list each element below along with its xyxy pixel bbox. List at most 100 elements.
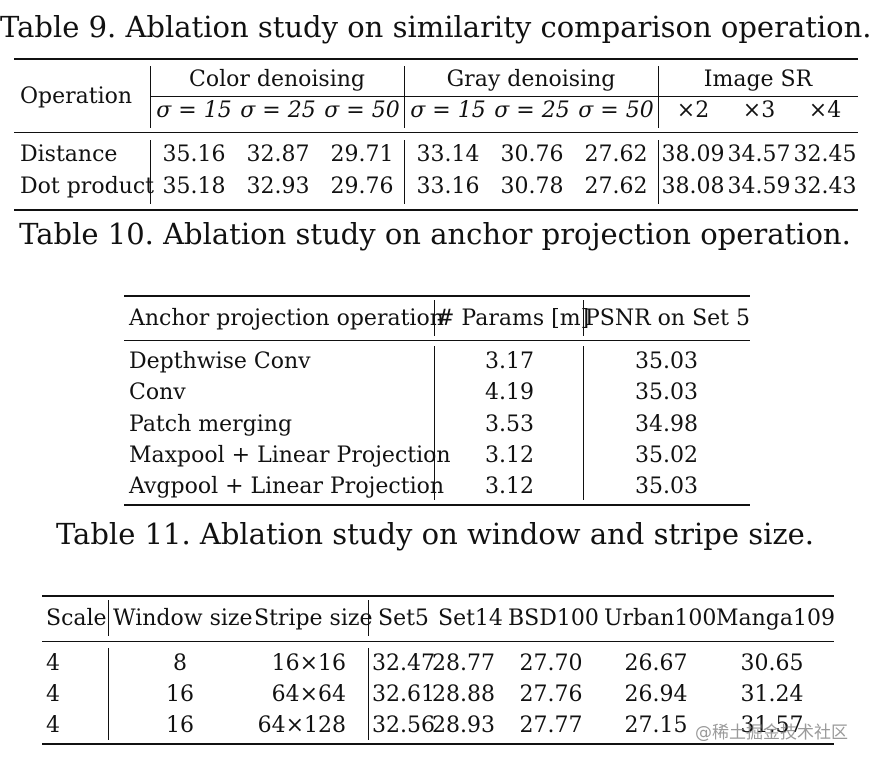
table11-bottom-rule	[42, 743, 834, 745]
table10-row-psnr: 34.98	[635, 412, 698, 437]
table11-cell: 27.76	[519, 682, 583, 707]
table9-header-operation: Operation	[20, 84, 133, 109]
table9-cell: 29.71	[330, 142, 394, 167]
table9-cell: 27.62	[584, 174, 648, 199]
table9-cell: 33.16	[416, 174, 480, 199]
table10-caption: Table 10. Ablation study on anchor proje…	[19, 217, 851, 251]
table10-row-params: 4.19	[485, 380, 534, 405]
table9-top-rule	[14, 58, 858, 60]
table10-row-name: Maxpool + Linear Projection	[129, 443, 451, 468]
table10-header-params: # Params [m]	[436, 306, 590, 331]
table9-sub-2: σ = 25	[240, 98, 316, 123]
table10-row-params: 3.53	[485, 412, 534, 437]
table9-cell: 30.76	[500, 142, 564, 167]
table9-cell: 33.14	[416, 142, 480, 167]
table11-cell: 16	[166, 682, 194, 707]
table10-header-psnr: PSNR on Set 5	[585, 306, 751, 331]
table9-cell: 32.93	[246, 174, 310, 199]
table10-vline-1b	[434, 346, 435, 500]
table9-vline-3	[658, 66, 659, 128]
table9-sub-7: ×2	[676, 98, 710, 123]
table9-group-sr: Image SR	[703, 67, 813, 92]
table11-cell: 32.47	[372, 651, 435, 676]
table11-cell: 16×16	[271, 651, 346, 676]
table9-cell: 35.18	[162, 174, 226, 199]
table11-cell: 4	[46, 682, 60, 707]
table11-cell: 31.57	[740, 713, 804, 738]
table9-bottom-rule	[14, 209, 858, 211]
table9-header-rule	[14, 132, 858, 133]
table10-row-params: 3.12	[485, 443, 534, 468]
table11-cell: 4	[46, 651, 60, 676]
table10-vline-1	[434, 300, 435, 336]
table9-caption: Table 9. Ablation study on similarity co…	[0, 10, 870, 44]
table9-cell: 34.57	[727, 142, 791, 167]
table9-vline-2b	[404, 140, 405, 204]
table11-vline-1	[108, 600, 109, 636]
table10-row-name: Conv	[129, 380, 186, 405]
table11-header-manga109: Manga109	[716, 606, 836, 631]
table10-row-psnr: 35.03	[635, 349, 698, 374]
table11-cell: 27.77	[519, 713, 583, 738]
table9-sub-5: σ = 25	[494, 98, 570, 123]
table11-cell: 26.94	[624, 682, 688, 707]
table11-header-bsd100: BSD100	[508, 606, 599, 631]
table11-vline-2b	[368, 648, 369, 740]
table11-cell: 28.93	[432, 713, 495, 738]
table11-cell: 64×64	[271, 682, 346, 707]
table9-vline-1	[150, 66, 151, 128]
table9-vline-3b	[658, 140, 659, 204]
table9-cell: 27.62	[584, 142, 648, 167]
table10-bottom-rule	[124, 504, 750, 506]
table11-cell: 28.88	[432, 682, 495, 707]
table10-row-psnr: 35.02	[635, 443, 698, 468]
table11-caption: Table 11. Ablation study on window and s…	[55, 517, 815, 551]
table10-row-name: Avgpool + Linear Projection	[129, 474, 445, 499]
table10-row-params: 3.12	[485, 474, 534, 499]
table10-row-psnr: 35.03	[635, 380, 698, 405]
table9-cell: 32.45	[793, 142, 857, 167]
table10-vline-2	[583, 300, 584, 336]
table11-cell: 30.65	[740, 651, 804, 676]
table11-cell: 26.67	[624, 651, 688, 676]
table10-header-operation: Anchor projection operation	[129, 306, 444, 331]
table10-top-rule	[124, 295, 750, 297]
table9-sub-9: ×4	[808, 98, 842, 123]
table9-group-rule	[150, 96, 858, 97]
table11-header-set5: Set5	[378, 606, 429, 631]
table9-sub-8: ×3	[742, 98, 776, 123]
table9-sub-1: σ = 15	[156, 98, 232, 123]
table11-header-urban100: Urban100	[604, 606, 717, 631]
table9-cell: 32.43	[793, 174, 857, 199]
table9-cell: 38.09	[661, 142, 725, 167]
table10-row-params: 3.17	[485, 349, 534, 374]
table9-cell: 30.78	[500, 174, 564, 199]
table10-row-name: Patch merging	[129, 412, 293, 437]
watermark: @稀土掘金技术社区	[695, 723, 848, 743]
table9-sub-3: σ = 50	[324, 98, 400, 123]
table11-cell: 32.56	[372, 713, 435, 738]
table9-vline-1b	[150, 140, 151, 204]
table9-group-color: Color denoising	[189, 67, 365, 92]
table11-header-rule	[42, 641, 834, 642]
table9-group-gray: Gray denoising	[446, 67, 616, 92]
table11-header-set14: Set14	[438, 606, 503, 631]
table11-cell: 64×128	[257, 713, 346, 738]
table11-cell: 27.70	[519, 651, 583, 676]
table11-cell: 8	[173, 651, 187, 676]
table9-cell: 29.76	[330, 174, 394, 199]
table9-cell: 38.08	[661, 174, 725, 199]
table11-header-window: Window size	[113, 606, 253, 631]
table11-cell: 27.15	[624, 713, 688, 738]
table11-vline-1b	[108, 648, 109, 740]
table11-cell: 28.77	[432, 651, 495, 676]
table9-vline-2	[404, 66, 405, 128]
table10-row-psnr: 35.03	[635, 474, 698, 499]
table9-cell: 32.87	[246, 142, 310, 167]
table9-cell: 34.59	[727, 174, 791, 199]
table11-header-stripe: Stripe size	[254, 606, 373, 631]
table11-vline-2	[368, 600, 369, 636]
table11-cell: 31.24	[740, 682, 804, 707]
table11-cell: 4	[46, 713, 60, 738]
table10-row-name: Depthwise Conv	[129, 349, 311, 374]
